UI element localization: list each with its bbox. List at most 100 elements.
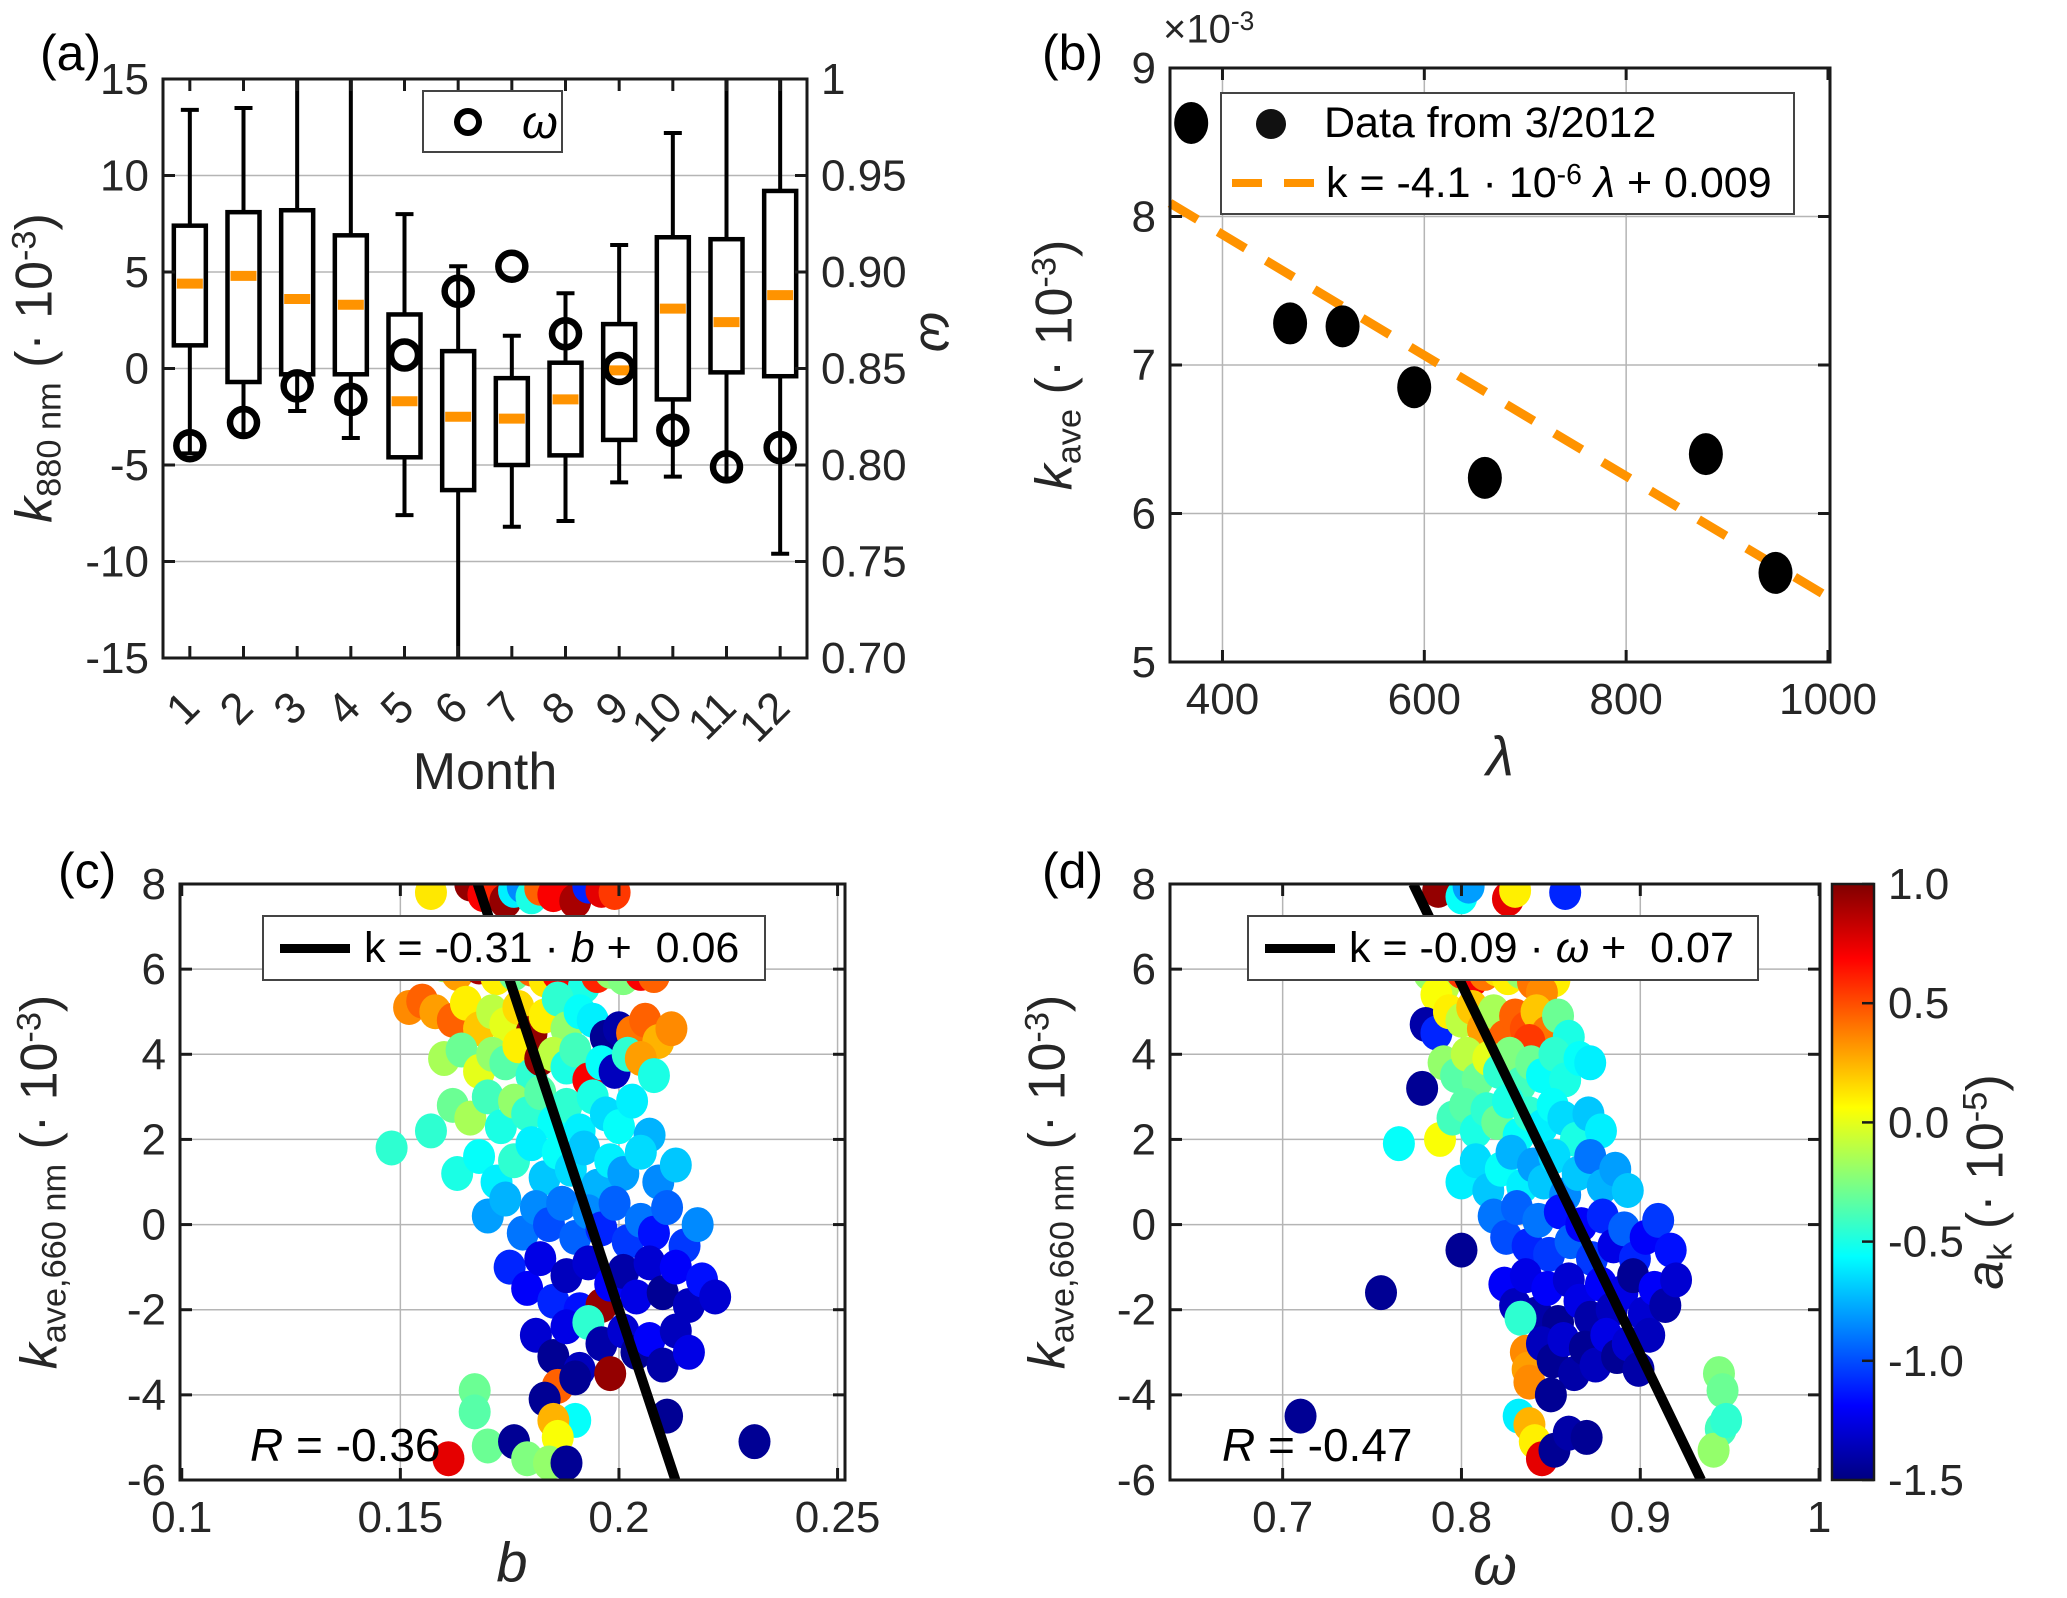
xtick: 0.25 — [795, 1493, 881, 1542]
data-point — [471, 1428, 504, 1464]
data-point — [1570, 1419, 1603, 1455]
panel-d-scatter-frame — [1168, 882, 1822, 1482]
a-ytick-left: -10 — [85, 538, 149, 587]
box-month-12 — [761, 79, 799, 556]
data-point — [1459, 1143, 1492, 1179]
ytick: 6 — [142, 945, 166, 994]
data-point — [546, 1185, 579, 1221]
b-ytick: 6 — [1132, 490, 1156, 539]
omega-marker — [173, 428, 207, 463]
data-point — [559, 1360, 592, 1396]
fit-line — [472, 884, 681, 1480]
box-month-8 — [547, 291, 584, 523]
box-month-10 — [654, 131, 692, 479]
colorbar-label: ak (· 10-5) — [1956, 1074, 2020, 1290]
dashed-line-icon — [1232, 179, 1314, 188]
data-point — [471, 1079, 504, 1115]
ytick: -6 — [127, 1456, 166, 1505]
data-point — [1642, 1202, 1675, 1238]
data-point — [1574, 1138, 1607, 1174]
cb-tick-label: 0.0 — [1888, 1098, 1949, 1147]
panel-c-scatter-frame — [178, 882, 847, 1482]
data-point — [1365, 1275, 1398, 1311]
omega-marker — [280, 369, 314, 403]
colorbar-bar — [1830, 882, 1876, 1482]
a-ytick-right: 0.75 — [821, 538, 907, 587]
ytick: 0 — [142, 1201, 166, 1250]
data-point — [1325, 305, 1360, 348]
omega-marker — [548, 317, 583, 351]
panel-d-xlabel: ω — [1473, 1533, 1517, 1597]
b-xtick: 1000 — [1779, 675, 1877, 724]
data-point — [1499, 884, 1532, 908]
panel-b-ylabel: kave (· 10-3) — [1025, 239, 1089, 491]
data-point — [524, 1241, 557, 1277]
points-layer — [1284, 884, 1743, 1480]
cb-tick-label: -0.5 — [1888, 1218, 1964, 1267]
data-point — [515, 1126, 548, 1162]
panel-b-legend: Data from 3/2012 k = -4.1 · 10-6 λ + 0.0… — [1220, 92, 1795, 215]
data-point — [637, 1058, 670, 1094]
b-xtick: 400 — [1186, 675, 1259, 724]
data-point — [659, 1147, 692, 1183]
legend-a-row: ω — [424, 92, 561, 151]
colorbar: 1.0 0.5 0.0 -0.5 -1.0 -1.5 — [1830, 860, 1964, 1505]
fit-line-dashed — [1167, 199, 1833, 603]
omega-marker — [387, 338, 422, 372]
data-point — [550, 1445, 583, 1480]
a-ytick-right: 0.80 — [821, 441, 907, 490]
data-point — [1382, 1126, 1415, 1162]
a-xtick: 12 — [730, 682, 799, 751]
omega-marker — [226, 405, 261, 440]
cb-tick-label: -1.5 — [1888, 1456, 1964, 1505]
panel-b-letter: (b) — [1042, 25, 1104, 81]
data-point — [414, 1113, 447, 1149]
legend-c-entry: k = -0.31 · b + 0.06 — [364, 923, 740, 972]
data-point — [651, 1190, 684, 1226]
box-iqr — [278, 207, 316, 377]
ytick: 2 — [142, 1115, 166, 1164]
a-xtick: 7 — [479, 682, 531, 734]
data-point — [1633, 1317, 1666, 1353]
data-point — [699, 1279, 732, 1315]
data-point — [506, 1215, 539, 1251]
a-ytick-left: 15 — [100, 55, 149, 104]
data-point — [1706, 1373, 1739, 1409]
data-point — [646, 1275, 679, 1311]
solid-line-icon — [1265, 943, 1335, 953]
ytick: -2 — [127, 1286, 166, 1335]
data-point — [489, 1181, 522, 1217]
box-month-1 — [171, 107, 209, 456]
legend-b-entry1: Data from 3/2012 — [1324, 99, 1657, 148]
panel-a-ylabel: k880 nm (· 10-3) — [5, 213, 69, 523]
data-marker-icon — [1256, 108, 1286, 139]
data-point — [432, 1441, 465, 1477]
a-ytick-left: -15 — [85, 634, 149, 683]
box-iqr — [654, 235, 692, 402]
box-month-4 — [332, 79, 370, 440]
box-iqr — [225, 209, 262, 385]
ytick: -4 — [1117, 1371, 1156, 1420]
ytick: 8 — [142, 860, 166, 909]
panel-d-r-annotation: R = -0.47 — [1222, 1419, 1413, 1471]
data-point — [1452, 884, 1485, 904]
a-xtick: 2 — [211, 682, 263, 734]
a-ytick-right: 0.90 — [821, 248, 907, 297]
panel-d-ylabel: kave,660 nm (· 10-3) — [1018, 994, 1082, 1370]
b-ytick: 7 — [1132, 341, 1156, 390]
data-point — [1174, 101, 1209, 144]
data-point — [1284, 1398, 1317, 1434]
box-iqr — [708, 236, 745, 375]
a-ytick-right: 0.70 — [821, 634, 907, 683]
ytick: 2 — [1132, 1115, 1156, 1164]
data-point — [646, 1347, 679, 1383]
omega-circle-icon — [454, 107, 482, 136]
b-ytick: 9 — [1132, 44, 1156, 93]
ytick: 4 — [1132, 1030, 1156, 1079]
data-point — [463, 1138, 496, 1174]
data-point — [528, 1160, 561, 1196]
b-xtick: 800 — [1589, 675, 1662, 724]
box-iqr — [761, 188, 799, 379]
data-point — [620, 1279, 653, 1315]
